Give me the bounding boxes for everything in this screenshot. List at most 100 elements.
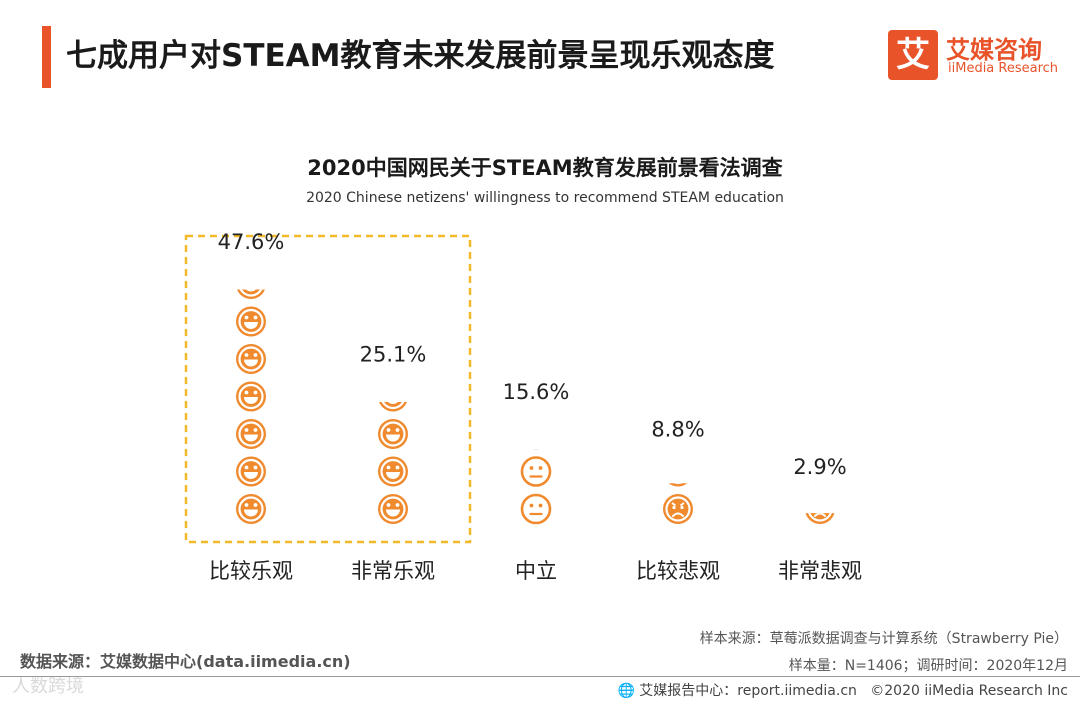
face-eye: [539, 429, 543, 433]
face-brow: [823, 503, 827, 506]
face-mouth: [672, 512, 684, 517]
face-mouth: [673, 476, 683, 479]
face-eye: [253, 353, 258, 357]
face-eye: [244, 353, 249, 357]
pictograph-icon-partial: [237, 278, 265, 299]
face-ring: [808, 513, 832, 522]
face-mouth: [244, 397, 258, 404]
pictograph-icon: [236, 494, 266, 524]
face-mouth: [244, 434, 258, 442]
face-mouth: [244, 472, 258, 479]
category-label: 比较乐观: [209, 559, 293, 583]
globe-icon: 🌐: [617, 683, 636, 699]
face-eye: [253, 315, 258, 320]
face-eye: [244, 465, 249, 470]
pictograph-icon: [236, 456, 266, 487]
title-accent-bar: [42, 26, 51, 88]
face-eye: [396, 391, 400, 395]
face-eye: [814, 506, 817, 509]
chart-subtitle: 2020 Chinese netizens' willingness to re…: [306, 190, 784, 206]
face-brow: [681, 466, 685, 469]
face-ring: [238, 458, 264, 485]
category-label: 比较悲观: [636, 559, 720, 583]
pictograph-icon: [236, 344, 266, 374]
face-ring: [665, 496, 691, 522]
face-ring: [239, 289, 263, 297]
face-eye: [386, 465, 391, 470]
face-eye: [253, 390, 258, 395]
face-ring: [238, 421, 264, 447]
face-eye: [672, 505, 676, 510]
face-eye: [245, 278, 249, 282]
face-eye: [529, 466, 534, 470]
optimistic-highlight-box: [184, 234, 472, 544]
logo-name: 艾媒咨询: [946, 36, 1042, 64]
face-ring: [238, 346, 264, 372]
face-fill: [805, 513, 835, 524]
face-eye: [253, 503, 258, 507]
face-eye: [680, 505, 684, 510]
face-mouth: [244, 322, 258, 329]
face-eye: [244, 390, 249, 395]
pictograph-icon-partial: [530, 429, 543, 450]
face-mouth: [386, 434, 400, 442]
face-ring: [533, 449, 539, 450]
footer-divider: [0, 676, 1080, 677]
face-eye: [244, 428, 249, 432]
face-ring: [238, 496, 264, 522]
face-eye: [395, 428, 400, 432]
pictograph-icon: [520, 493, 552, 525]
pictograph-icon: [378, 419, 408, 449]
face-ring: [380, 421, 406, 447]
face-brow: [679, 502, 685, 507]
category-label: 非常乐观: [351, 559, 435, 583]
face-eye: [395, 503, 400, 507]
face-ring: [380, 496, 406, 522]
face-brow: [671, 502, 677, 507]
chart-title: 2020中国网民关于STEAM教育发展前景看法调查: [307, 156, 783, 180]
face-eye: [244, 315, 249, 320]
face-eye: [672, 468, 675, 471]
category-label: 中立: [515, 559, 557, 583]
logo-subtitle: iiMedia Research: [948, 61, 1059, 76]
data-source: 数据来源：艾媒数据中心(data.iimedia.cn): [20, 652, 351, 671]
footer-bottom: 🌐 艾媒报告中心：report.iimedia.cn ©2020 iiMedia …: [618, 680, 1068, 700]
face-ring: [238, 383, 264, 410]
face-fill: [668, 483, 688, 487]
face-eye: [386, 503, 391, 507]
pictograph-icon-partial: [668, 466, 688, 487]
face-ring: [381, 402, 405, 410]
face-mouth: [386, 472, 400, 479]
iimedia-logo: 艾 艾媒咨询 iiMedia Research: [888, 30, 1068, 82]
sample-size: 样本量：N=1406；调研时间：2020年12月: [788, 658, 1068, 674]
face-eye: [244, 503, 249, 507]
pictograph-icon: [378, 494, 408, 524]
face-eye: [254, 278, 258, 282]
face-eye: [253, 428, 258, 432]
sample-source: 样本来源：草莓派数据调查与计算系统（Strawberry Pie）: [699, 631, 1068, 647]
face-mouth: [246, 289, 256, 292]
face-eye: [530, 429, 534, 433]
pictograph-icon: [520, 456, 552, 487]
pictograph-icon-partial: [805, 503, 835, 524]
face-eye: [680, 468, 683, 471]
face-mouth: [386, 509, 400, 517]
face-mouth: [814, 513, 826, 517]
face-ring: [520, 456, 552, 487]
pictograph-icon: [663, 494, 693, 524]
face-eye: [529, 503, 534, 508]
pictograph-icon: [236, 419, 266, 449]
value-label: 15.6%: [503, 380, 570, 404]
value-label: 2.9%: [793, 455, 846, 479]
value-label: 25.1%: [360, 343, 427, 367]
face-eye: [386, 428, 391, 432]
page-title: 七成用户对STEAM教育未来发展前景呈现乐观态度: [66, 38, 775, 74]
logo-mark: 艾: [888, 30, 938, 80]
face-mouth: [244, 359, 258, 367]
copyright: ©2020 iiMedia Research Inc: [870, 683, 1068, 699]
value-label: 47.6%: [218, 230, 285, 254]
face-eye: [538, 503, 543, 508]
face-eye: [538, 466, 543, 470]
watermark: 人数跨境: [12, 676, 84, 697]
